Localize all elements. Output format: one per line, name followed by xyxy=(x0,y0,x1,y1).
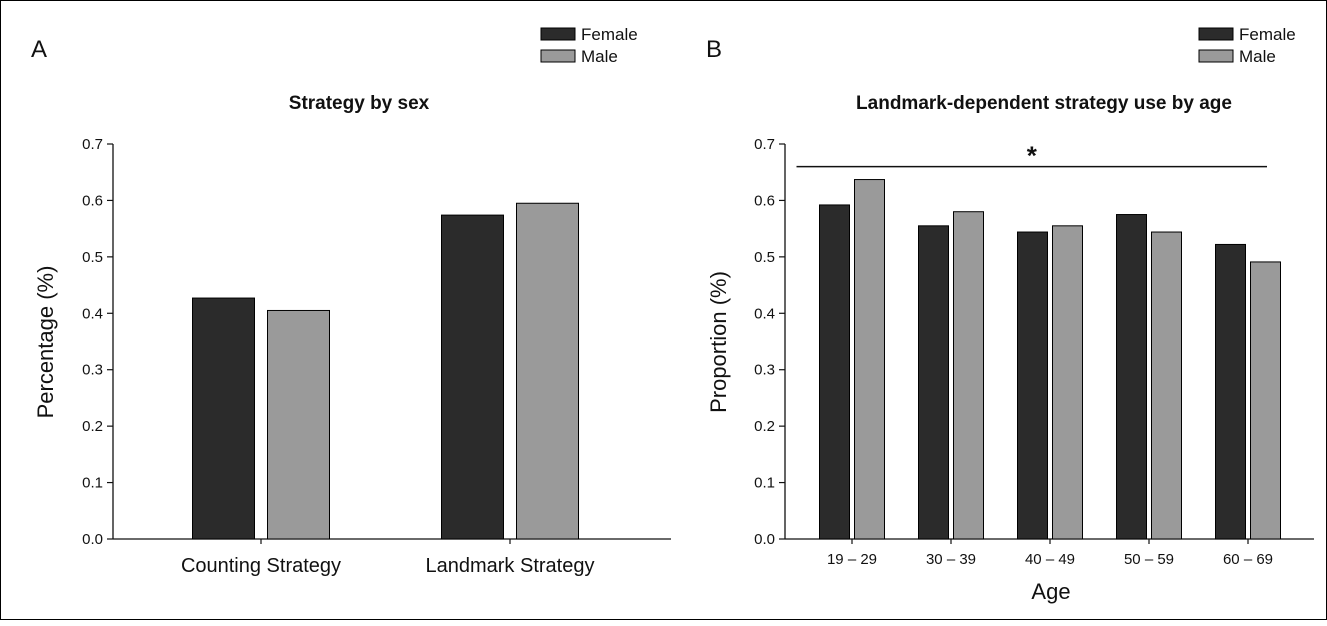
legend-swatch-male xyxy=(1198,49,1234,63)
panel-a-title: Strategy by sex xyxy=(289,93,430,114)
legend-swatch-male xyxy=(540,49,576,63)
bar-male-0 xyxy=(267,309,330,540)
bar-female-3 xyxy=(1116,214,1147,540)
y-tick-label: 0.7 xyxy=(754,136,775,153)
bar-male-1 xyxy=(953,211,984,540)
bar-male-1 xyxy=(516,202,579,540)
panel-b-y-axis-label: Proportion (%) xyxy=(706,271,731,413)
bar-male-4 xyxy=(1250,261,1281,540)
legend-label-male: Male xyxy=(581,47,618,66)
bar-female-1 xyxy=(441,214,504,540)
y-tick-label: 0.0 xyxy=(82,531,103,548)
bar-male-2 xyxy=(1052,225,1083,540)
y-tick-label: 0.2 xyxy=(754,418,775,435)
x-tick-label: 40 – 49 xyxy=(1025,551,1075,568)
y-tick-label: 0.6 xyxy=(754,192,775,209)
x-tick-label: 60 – 69 xyxy=(1223,551,1273,568)
panel-b-title: Landmark-dependent strategy use by age xyxy=(856,93,1232,114)
bar-male-0 xyxy=(854,179,885,540)
bar-male-3 xyxy=(1151,231,1182,540)
y-tick-label: 0.1 xyxy=(82,475,103,492)
panel-b-letter: B xyxy=(706,36,722,63)
significance-star: * xyxy=(1027,141,1038,171)
legend-label-female: Female xyxy=(1239,25,1296,44)
x-tick-label: Counting Strategy xyxy=(181,555,341,577)
y-tick-label: 0.5 xyxy=(82,249,103,266)
bar-female-0 xyxy=(192,297,255,540)
y-tick-label: 0.0 xyxy=(754,531,775,548)
x-tick-label: Landmark Strategy xyxy=(426,555,595,577)
legend-swatch-female xyxy=(540,27,576,41)
y-tick-label: 0.3 xyxy=(82,362,103,379)
bar-female-0 xyxy=(819,204,850,540)
panel-a-letter: A xyxy=(31,36,47,63)
legend-label-female: Female xyxy=(581,25,638,44)
y-tick-label: 0.5 xyxy=(754,249,775,266)
panel-b-x-axis-label: Age xyxy=(1031,579,1070,604)
bar-female-4 xyxy=(1215,243,1246,540)
legend-label-male: Male xyxy=(1239,47,1276,66)
x-tick-label: 19 – 29 xyxy=(827,551,877,568)
bar-female-2 xyxy=(1017,231,1048,540)
panel-a-y-axis-label: Percentage (%) xyxy=(33,266,58,419)
x-tick-label: 50 – 59 xyxy=(1124,551,1174,568)
y-tick-label: 0.4 xyxy=(82,305,103,322)
y-tick-label: 0.4 xyxy=(754,305,775,322)
legend-swatch-female xyxy=(1198,27,1234,41)
y-tick-label: 0.2 xyxy=(82,418,103,435)
panel-b: B Landmark-dependent strategy use by age… xyxy=(706,25,1314,604)
panel-a: A Strategy by sex Percentage (%) 0.0 0.1 0… xyxy=(31,25,671,577)
y-tick-label: 0.1 xyxy=(754,475,775,492)
y-tick-label: 0.3 xyxy=(754,362,775,379)
bar-female-1 xyxy=(918,225,949,540)
y-tick-label: 0.7 xyxy=(82,136,103,153)
y-tick-label: 0.6 xyxy=(82,192,103,209)
x-tick-label: 30 – 39 xyxy=(926,551,976,568)
